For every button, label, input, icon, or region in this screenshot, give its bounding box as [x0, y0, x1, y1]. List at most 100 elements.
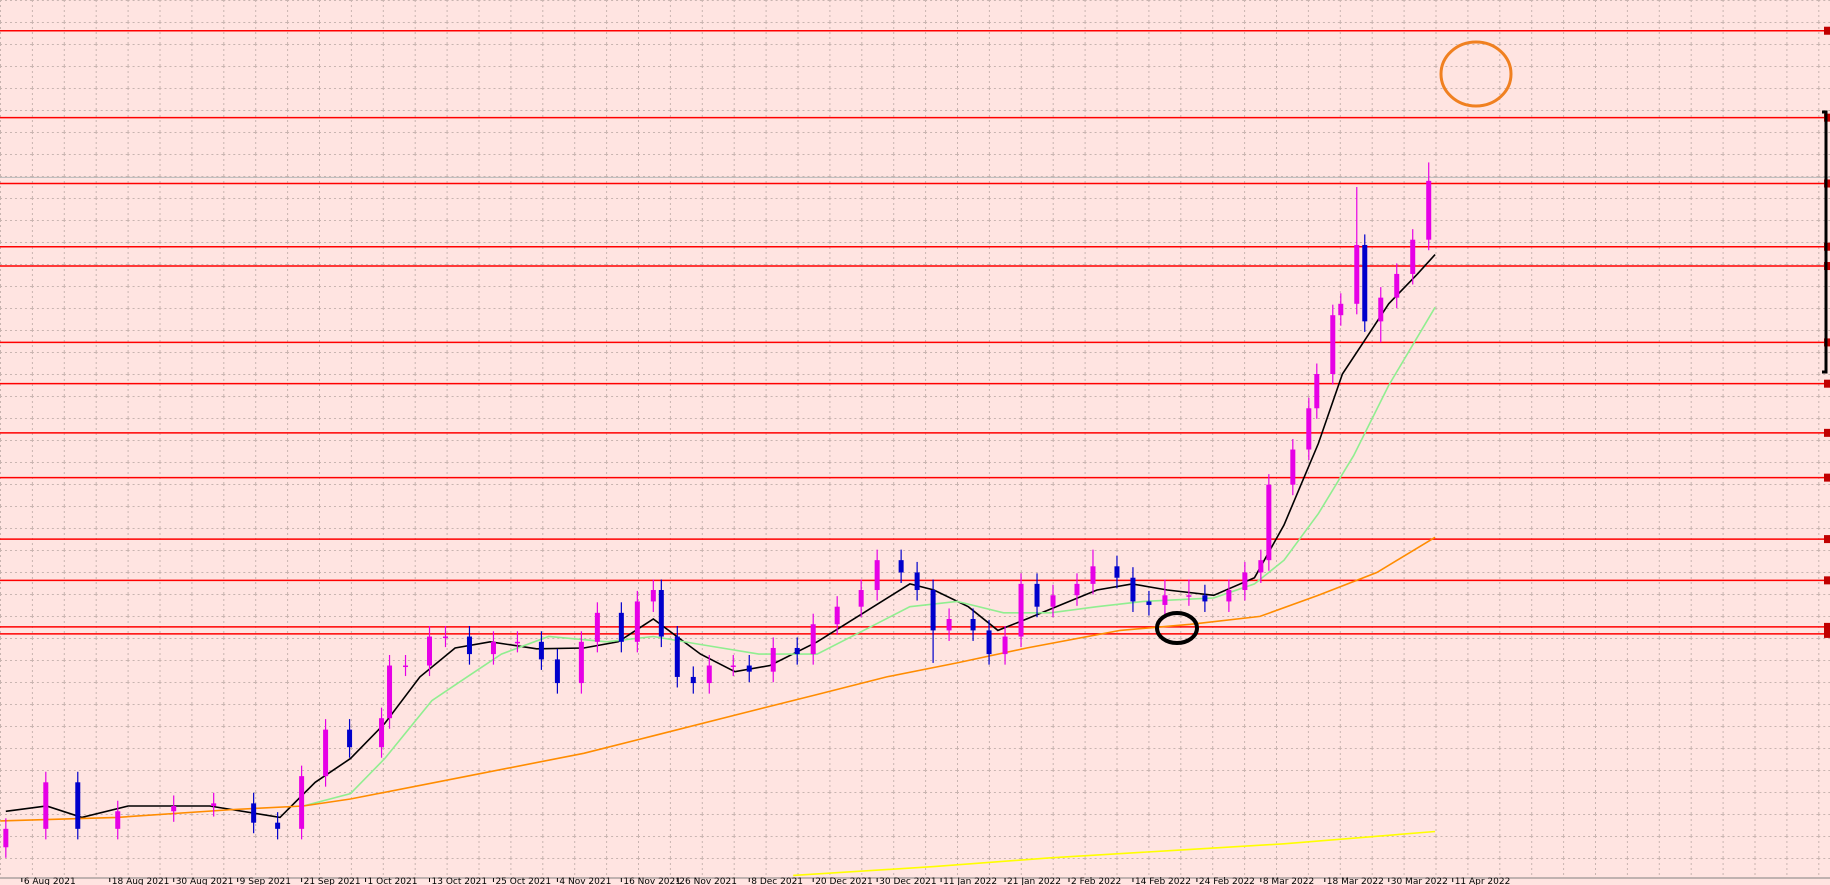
candle-body — [1018, 583, 1024, 637]
candle-body — [930, 590, 936, 631]
candle-body — [43, 782, 49, 829]
candle-body — [1162, 595, 1168, 605]
candle-body — [1242, 572, 1248, 591]
candle-body — [1114, 566, 1120, 578]
candle-body — [1266, 484, 1272, 561]
candle-body — [1258, 560, 1264, 573]
candle-body — [538, 641, 544, 660]
candle-body — [1090, 566, 1096, 584]
candle-body — [379, 718, 385, 748]
candle-body — [746, 665, 752, 672]
level-marker — [1824, 576, 1830, 585]
x-tick-label: 18 Aug 2021 — [112, 877, 170, 885]
x-tick-label: 11 Jan 2022 — [943, 877, 997, 885]
candle-body — [794, 647, 800, 655]
candle-body — [810, 624, 816, 655]
x-tick-label: 25 Oct 2021 — [495, 877, 551, 885]
candle-body — [115, 811, 121, 829]
x-tick-label: 6 Aug 2021 — [24, 877, 76, 885]
candle-body — [946, 618, 952, 631]
level-marker — [1824, 473, 1830, 482]
candle-body — [554, 659, 560, 684]
candle-body — [75, 782, 81, 829]
level-marker — [1824, 26, 1830, 35]
candle-body — [858, 590, 864, 607]
candle-body — [634, 601, 640, 642]
candle-body — [1202, 595, 1208, 602]
candle-body — [387, 665, 393, 719]
candle-body — [1034, 583, 1040, 607]
candle-body — [1378, 297, 1384, 322]
candle-body — [658, 590, 664, 637]
candle-body — [1330, 315, 1336, 375]
annotation-circle — [1155, 611, 1199, 645]
candle-body — [1002, 636, 1008, 655]
candle-body — [690, 676, 696, 684]
candles — [3, 162, 1432, 858]
candle-body — [1410, 239, 1416, 274]
candle-body — [730, 665, 736, 668]
candle-body — [403, 665, 409, 668]
moving-average — [793, 830, 1436, 877]
candle-body — [578, 641, 584, 684]
x-tick-label: 30 Mar 2022 — [1391, 877, 1448, 885]
x-tick-label: 13 Oct 2021 — [432, 877, 488, 885]
candle-body — [914, 572, 920, 591]
candle-body — [970, 618, 976, 631]
candle-body — [770, 647, 776, 672]
x-axis-labels: 6 Aug 2021 18 Aug 2021 30 Aug 2021 9 Sep 20… — [21, 877, 1511, 885]
x-tick-label: 8 Dec 2021 — [751, 877, 803, 885]
candle-body — [1074, 583, 1080, 596]
level-marker — [1824, 379, 1830, 388]
candle-body — [211, 803, 217, 807]
x-tick-label: 2 Feb 2022 — [1071, 877, 1121, 885]
candle-body — [347, 729, 353, 748]
x-tick-label: 8 Mar 2022 — [1263, 877, 1314, 885]
moving-average — [302, 306, 1436, 807]
candle-body — [1050, 595, 1056, 607]
x-tick-label: 4 Nov 2021 — [559, 877, 611, 885]
candle-body — [1362, 244, 1368, 322]
candle-body — [3, 828, 9, 848]
candle-body — [834, 606, 840, 625]
candle-body — [594, 612, 600, 642]
level-marker — [1824, 622, 1830, 631]
candle-body — [490, 641, 496, 655]
candle-body — [1290, 449, 1296, 485]
candle-body — [674, 636, 680, 677]
candle-body — [323, 729, 329, 777]
x-tick-label: 14 Feb 2022 — [1135, 877, 1191, 885]
candle-body — [1306, 408, 1312, 450]
candle-body — [442, 636, 448, 639]
x-tick-label: 9 Sep 2021 — [240, 877, 291, 885]
level-marker — [1824, 629, 1830, 638]
candle-body — [1426, 180, 1432, 240]
candle-body — [874, 560, 880, 591]
candle-body — [986, 630, 992, 655]
x-tick-label: 16 Nov 2021 — [623, 877, 681, 885]
x-tick-label: 21 Jan 2022 — [1007, 877, 1061, 885]
candle-body — [898, 560, 904, 573]
candle-body — [1314, 374, 1320, 409]
x-tick-label: 21 Sep 2021 — [304, 877, 361, 885]
candle-body — [1354, 244, 1360, 304]
x-tick-label: 11 Apr 2022 — [1455, 877, 1511, 885]
level-marker — [1824, 428, 1830, 437]
x-tick-label: 30 Aug 2021 — [176, 877, 234, 885]
candle-body — [1338, 303, 1344, 316]
x-tick-label: 26 Nov 2021 — [679, 877, 737, 885]
candle-body — [251, 803, 257, 823]
candle-body — [171, 806, 177, 812]
candle-body — [275, 822, 281, 829]
candle-body — [1186, 595, 1192, 597]
x-tick-label: 30 Dec 2021 — [879, 877, 937, 885]
candle-body — [1394, 273, 1400, 298]
candle-body — [427, 636, 433, 666]
candle-body — [466, 636, 472, 655]
candle-body — [299, 776, 305, 829]
candle-body — [1226, 590, 1232, 602]
candle-body — [618, 612, 624, 642]
